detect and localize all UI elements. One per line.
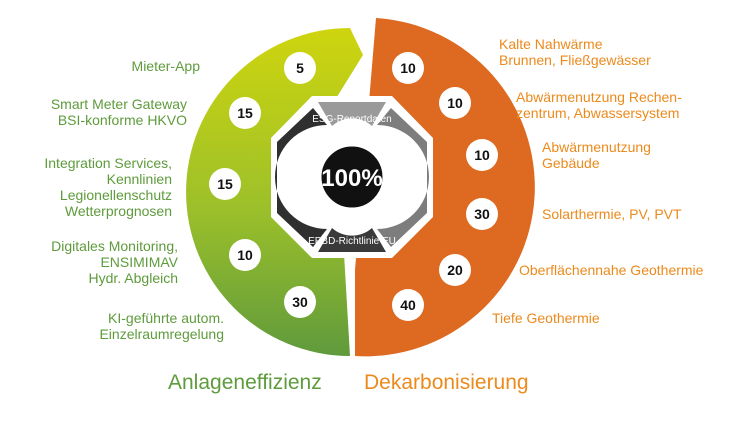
- right-item-label-line: Solarthermie, PV, PVT: [542, 206, 682, 222]
- right-value-badge: [466, 139, 498, 171]
- left-value-badge-text: 30: [292, 294, 308, 310]
- center-segment-left: [275, 108, 327, 247]
- right-item-label: Kalte Nahwärme Brunnen, Fließgewässer: [499, 36, 651, 68]
- right-item-label-line: Gebäude: [542, 155, 600, 171]
- right-item-label: Tiefe Geothermie: [492, 310, 600, 326]
- right-value-badge: [392, 52, 424, 84]
- left-item-label-line: ENSIMIMAV: [100, 254, 178, 270]
- center-top-label: ESG-Reportdaten: [312, 114, 392, 125]
- right-item-label-line: Kalte Nahwärme: [499, 36, 603, 52]
- right-value-badge-text: 10: [474, 147, 490, 163]
- right-item-label: Abwärmenutzung Gebäude: [542, 139, 651, 171]
- right-item-label-line: Tiefe Geothermie: [492, 310, 600, 326]
- left-value-badge-text: 5: [296, 60, 304, 76]
- right-value-badge-text: 40: [400, 297, 416, 313]
- center-left-label-line-2: Einspar-Tonnagen: [298, 136, 309, 217]
- center-core: [318, 143, 386, 211]
- center-segment-top: [318, 102, 386, 126]
- right-arc-segment: [355, 18, 535, 357]
- left-item-label-line: Einzelraumregelung: [99, 326, 224, 342]
- left-item-label-line: Hydr. Abgleich: [88, 270, 179, 286]
- left-item-label-line: Mieter-App: [131, 58, 200, 74]
- left-item-label-line: KI-geführte autom.: [108, 310, 224, 326]
- left-value-badge: [209, 168, 241, 200]
- right-item-label-line: Brunnen, Fließgewässer: [499, 52, 651, 68]
- center-core-value: 100%: [321, 165, 382, 192]
- right-value-badge-text: 20: [447, 262, 463, 278]
- left-value-badge: [284, 52, 316, 84]
- right-value-badge: [439, 87, 471, 119]
- left-item-label-line: Wetterprognosen: [64, 203, 172, 219]
- left-value-badge: [229, 239, 261, 271]
- right-item-label-line: Abwärmenutzung Rechen-: [516, 89, 682, 105]
- center-bottom-label: EPBD-Richtlinie EU: [308, 236, 396, 247]
- left-item-label-line: Digitales Monitoring,: [51, 238, 178, 254]
- center-left-label-line-1: Zielmengen: [286, 151, 297, 203]
- left-value-badge-text: 10: [237, 247, 253, 263]
- right-value-badge: [439, 254, 471, 286]
- right-item-label-line: Abwärmenutzung: [542, 139, 651, 155]
- right-item-label: Solarthermie, PV, PVT: [542, 206, 682, 222]
- right-item-label: Abwärmenutzung Rechen-zentrum, Abwassers…: [516, 89, 682, 121]
- left-item-label: Mieter-App: [132, 58, 200, 74]
- left-item-label-line: Legionellenschutz: [59, 187, 172, 203]
- center-right-label-line-1: GEG 2024,: [407, 152, 418, 202]
- center-right-label-line-2: Fördermittel: [395, 150, 406, 203]
- right-value-badge-text: 10: [447, 95, 463, 111]
- left-item-label: Integration Services, Kennlinien Legionell…: [44, 155, 172, 219]
- left-item-label: KI-geführte autom. Einzelraumregelung: [99, 310, 224, 342]
- left-value-badge-text: 15: [217, 176, 233, 192]
- left-value-badge-text: 15: [237, 105, 253, 121]
- right-value-badge-text: 30: [474, 206, 490, 222]
- left-item-label: Digitales Monitoring, ENSIMIMAV Hydr. Abgl…: [51, 238, 178, 286]
- left-item-label: Smart Meter Gateway BSI-konforme HKVO: [51, 96, 187, 128]
- center-segment-bottom: [318, 228, 386, 252]
- center-segment-right: [377, 108, 429, 247]
- left-item-label-line: Smart Meter Gateway: [50, 96, 187, 112]
- right-item-label-line: zentrum, Abwassersystem: [516, 105, 680, 121]
- right-category-title: Dekarbonisierung: [364, 371, 529, 394]
- left-value-badge: [284, 286, 316, 318]
- right-value-badge: [466, 198, 498, 230]
- left-item-label-line: Kennlinien: [106, 171, 172, 187]
- right-value-badge-text: 10: [400, 60, 416, 76]
- left-item-label-line: BSI-konforme HKVO: [57, 112, 187, 128]
- left-item-label-line: Integration Services,: [44, 155, 172, 171]
- right-item-label-line: Oberflächennahe Geothermie: [519, 262, 704, 278]
- right-value-badge: [392, 289, 424, 321]
- right-item-label: Oberflächennahe Geothermie: [519, 262, 703, 278]
- left-category-title: Anlageneffizienz: [168, 371, 322, 394]
- left-value-badge: [229, 97, 261, 129]
